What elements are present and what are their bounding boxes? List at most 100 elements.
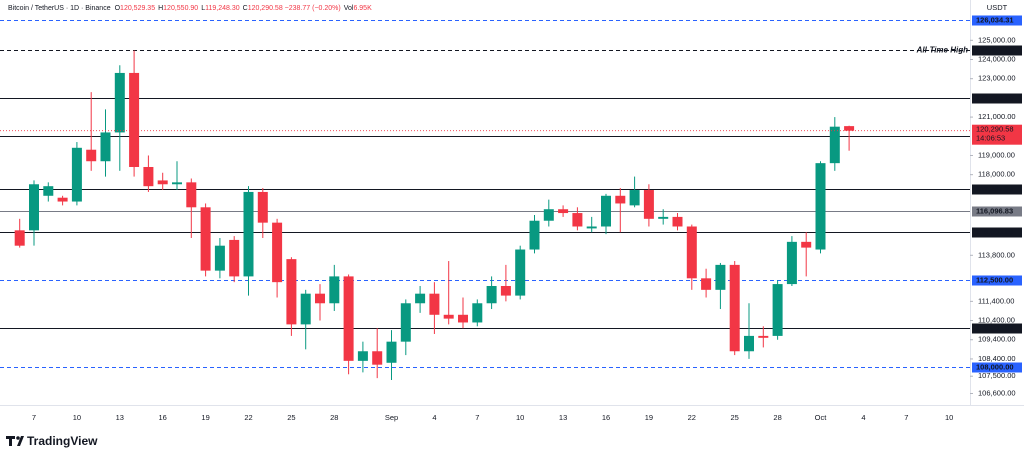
x-tick-label: 22 <box>244 413 252 422</box>
candle-body <box>286 259 297 325</box>
candle-body <box>729 264 740 352</box>
level-annotation: All-Time High <box>916 46 969 55</box>
price-level-label: 110,000.00 <box>976 323 1013 332</box>
candle-body <box>701 278 712 290</box>
x-tick-label: 25 <box>287 413 295 422</box>
candle-body <box>486 285 497 304</box>
candle-body <box>658 216 669 219</box>
candle-body <box>114 72 125 133</box>
ohlc-value: 120,290.58 −238.77 (−0.20%) <box>248 5 341 12</box>
brand-name: TradingView <box>27 434 98 448</box>
candle-body <box>243 191 254 277</box>
price-level-label: 116,096.83 <box>976 206 1013 215</box>
candle-body <box>329 276 340 304</box>
candle-body <box>372 351 383 365</box>
ohlc-value: 119,248.30 <box>205 5 240 12</box>
y-tick-label: 111,400.00 <box>978 296 1014 305</box>
candle-body <box>129 72 140 167</box>
y-tick-label: 106,600.00 <box>978 388 1016 397</box>
logo-dot <box>16 436 20 440</box>
candle-body <box>772 284 783 336</box>
candle-body <box>586 226 597 229</box>
x-tick-label: Oct <box>815 413 828 422</box>
price-level-label-box <box>972 227 1022 238</box>
last-price-box <box>972 124 1022 145</box>
y-tick-label: 113,800.00 <box>978 250 1015 259</box>
candle-body <box>458 314 468 323</box>
y-tick-label: 107,500.00 <box>978 371 1016 380</box>
x-tick-label: 28 <box>773 413 781 422</box>
countdown-label: 14:06:53 <box>976 134 1005 143</box>
candle-body <box>615 195 626 204</box>
candle-body <box>715 264 726 290</box>
candle-body <box>543 209 554 221</box>
candle-body <box>29 184 39 231</box>
y-tick-label: 118,000.00 <box>978 170 1015 179</box>
candle-body <box>415 293 426 304</box>
candle-body <box>229 239 240 277</box>
y-tick-label: 125,000.00 <box>978 35 1016 44</box>
candle-body <box>343 276 354 361</box>
candle-body <box>629 190 640 206</box>
candle-body <box>386 341 397 363</box>
candle-body <box>829 126 840 164</box>
price-level-label-box <box>972 275 1022 286</box>
ohlc-key: Vol <box>344 5 354 12</box>
y-tick-label: 124,000.00 <box>978 54 1016 63</box>
candle-body <box>672 216 683 227</box>
price-level-label-box <box>972 15 1022 26</box>
x-tick-label: Sep <box>385 413 398 422</box>
symbol-name: Bitcoin / TetherUS · 1D · Binance <box>8 5 111 12</box>
price-level-label: 115,000.00 <box>976 227 1013 236</box>
x-tick-label: 19 <box>645 413 653 422</box>
x-tick-label: 7 <box>475 413 479 422</box>
candle-body <box>686 226 697 279</box>
price-level-label-box <box>972 184 1022 195</box>
candle-body <box>357 351 368 361</box>
candle-body <box>400 303 411 342</box>
x-tick-label: 13 <box>116 413 124 422</box>
candle-body <box>500 285 511 296</box>
candle-body <box>315 293 325 304</box>
candle-body <box>300 293 311 325</box>
ohlc-key: H <box>158 5 163 12</box>
candle-body <box>429 293 440 315</box>
y-tick-label: 108,400.00 <box>978 354 1016 363</box>
price-level-label: 122,000.00 <box>976 93 1014 102</box>
candle-body <box>157 180 168 185</box>
candle-body <box>214 245 225 271</box>
price-level-label-box <box>972 323 1022 334</box>
x-tick-label: 22 <box>688 413 696 422</box>
candle-body <box>71 147 82 202</box>
candle-body <box>443 314 454 319</box>
ohlc-value: 120,550.90 <box>163 5 198 12</box>
unit-label: USDT <box>987 3 1008 12</box>
y-tick-label: 110,400.00 <box>978 316 1015 325</box>
candle-body <box>200 207 211 271</box>
y-tick-label: 119,000.00 <box>978 150 1015 159</box>
candle-body <box>43 186 54 196</box>
candle-body <box>100 132 111 162</box>
candle-body <box>529 220 540 250</box>
brand-logo: TradingView <box>6 434 98 448</box>
y-tick-label: 123,000.00 <box>978 74 1016 83</box>
logo-icon <box>6 436 24 446</box>
price-level-label: 124,474.00 <box>976 45 1014 54</box>
ohlc-value: 120,529.35 <box>120 5 155 12</box>
last-price-label: 120,290.58 <box>976 125 1014 134</box>
ohlc-key: L <box>201 5 205 12</box>
price-level-label-box <box>972 362 1022 373</box>
price-level-label-box <box>972 45 1022 56</box>
y-tick-label: 109,400.00 <box>978 335 1016 344</box>
price-level-label: 126,034.31 <box>976 15 1014 24</box>
candle-body <box>601 195 611 227</box>
candle-body <box>143 166 154 187</box>
symbol-header: Bitcoin / TetherUS · 1D · Binance O120,52… <box>8 5 372 12</box>
candle-body <box>572 213 583 227</box>
x-tick-label: 4 <box>861 413 865 422</box>
x-tick-label: 16 <box>159 413 167 422</box>
x-tick-label: 10 <box>73 413 81 422</box>
candle-body <box>815 163 826 250</box>
